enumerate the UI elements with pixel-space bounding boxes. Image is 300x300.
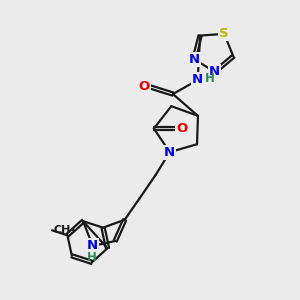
Text: H: H xyxy=(205,72,215,85)
Text: N: N xyxy=(192,74,203,86)
Text: N: N xyxy=(189,52,200,66)
Text: N: N xyxy=(209,65,220,78)
Text: H: H xyxy=(87,250,97,264)
Text: S: S xyxy=(219,27,229,40)
Text: CH₃: CH₃ xyxy=(53,225,76,235)
Text: N: N xyxy=(87,239,98,252)
Text: O: O xyxy=(139,80,150,93)
Text: N: N xyxy=(164,146,175,159)
Text: O: O xyxy=(176,122,187,135)
